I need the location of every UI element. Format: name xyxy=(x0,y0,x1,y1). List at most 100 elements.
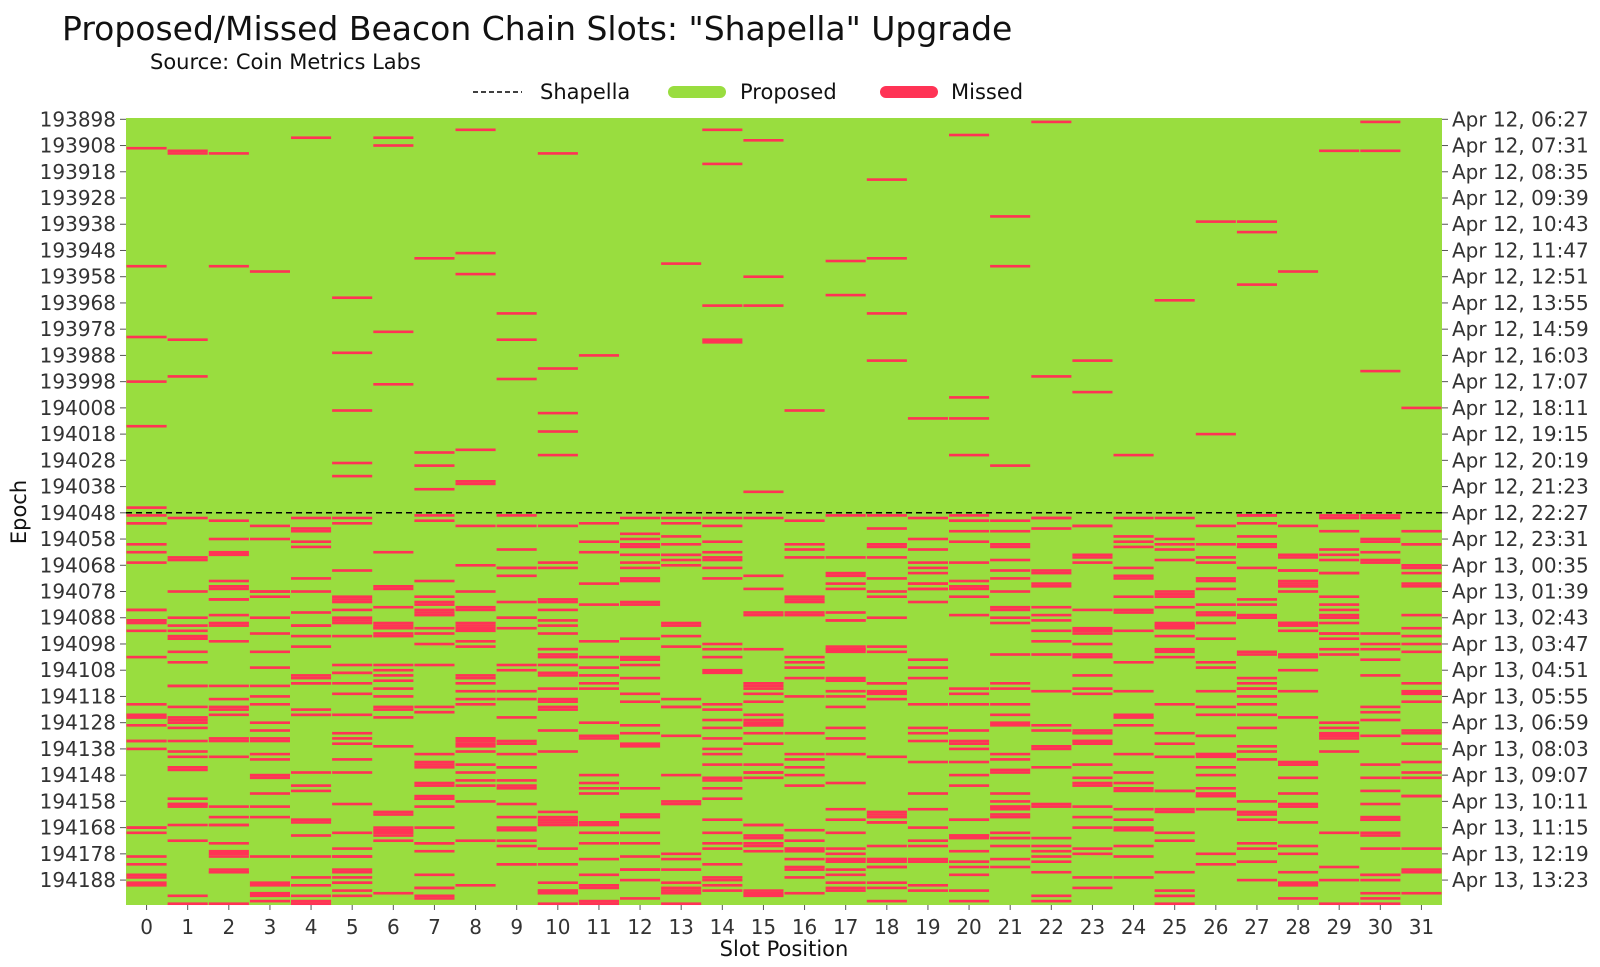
missed-cell xyxy=(208,152,249,155)
missed-cell xyxy=(661,773,702,777)
missed-cell xyxy=(1319,737,1360,740)
missed-cell xyxy=(825,705,866,709)
missed-cell xyxy=(1154,592,1195,596)
missed-cell xyxy=(455,624,496,627)
missed-cell xyxy=(208,598,249,601)
missed-cell xyxy=(1113,453,1154,457)
missed-cell xyxy=(167,716,208,719)
missed-cell xyxy=(1072,742,1113,746)
missed-cell xyxy=(1401,847,1442,850)
missed-cell xyxy=(1195,863,1236,866)
missed-cell xyxy=(1113,818,1154,822)
missed-cell xyxy=(1401,776,1442,780)
missed-cell xyxy=(949,873,990,877)
missed-cell xyxy=(167,616,208,620)
missed-cell xyxy=(414,579,455,583)
missed-cell xyxy=(1401,731,1442,735)
missed-cell xyxy=(1195,752,1236,756)
missed-cell xyxy=(990,605,1031,609)
missed-cell xyxy=(1072,815,1113,819)
missed-cell xyxy=(208,739,249,743)
missed-cell xyxy=(784,773,825,777)
missed-cell xyxy=(1195,713,1236,717)
y-axis-label: Epoch xyxy=(7,480,31,544)
missed-cell xyxy=(1360,647,1401,651)
missed-cell xyxy=(414,487,455,491)
y-tick-label: 194088 xyxy=(40,606,116,630)
missed-cell xyxy=(1154,624,1195,627)
missed-cell xyxy=(1360,516,1401,520)
missed-cell xyxy=(1319,721,1360,725)
missed-cell xyxy=(126,884,167,887)
missed-cell xyxy=(1278,805,1319,808)
missed-cell xyxy=(208,805,249,808)
missed-cell xyxy=(702,162,743,166)
missed-cell xyxy=(949,579,990,583)
missed-cell xyxy=(1072,655,1113,659)
missed-cell xyxy=(373,826,414,829)
missed-cell xyxy=(496,524,537,528)
missed-cell xyxy=(949,742,990,746)
missed-cell xyxy=(866,697,907,701)
missed-cell xyxy=(1401,613,1442,617)
missed-cell xyxy=(578,831,619,835)
missed-cell xyxy=(825,514,866,517)
missed-cell xyxy=(1154,516,1195,520)
missed-cell xyxy=(1154,558,1195,562)
missed-cell xyxy=(455,590,496,593)
missed-cell xyxy=(990,771,1031,774)
missed-cell xyxy=(1031,745,1072,748)
missed-cell xyxy=(825,857,866,861)
missed-cell xyxy=(825,886,866,890)
missed-cell xyxy=(743,844,784,848)
missed-cell xyxy=(866,650,907,654)
missed-cell xyxy=(414,595,455,599)
missed-cell xyxy=(496,844,537,848)
y-tick-label: 194038 xyxy=(40,475,116,499)
missed-cell xyxy=(1360,873,1401,877)
missed-cell xyxy=(537,647,578,651)
missed-cell xyxy=(332,731,373,735)
missed-cell xyxy=(537,729,578,732)
missed-cell xyxy=(496,826,537,829)
missed-cell xyxy=(1236,545,1277,549)
missed-cell xyxy=(208,264,249,268)
missed-cell xyxy=(126,543,167,546)
missed-cell xyxy=(949,585,990,588)
missed-cell xyxy=(1031,729,1072,732)
missed-cell xyxy=(825,852,866,856)
missed-cell xyxy=(743,742,784,746)
missed-cell xyxy=(414,873,455,877)
missed-cell xyxy=(1154,755,1195,759)
missed-cell xyxy=(620,600,661,604)
missed-cell xyxy=(537,889,578,892)
y-tick-label: 193978 xyxy=(40,317,116,341)
missed-cell xyxy=(455,128,496,132)
missed-cell xyxy=(249,805,290,808)
missed-cell xyxy=(825,647,866,651)
missed-cell xyxy=(578,873,619,877)
missed-cell xyxy=(208,587,249,591)
missed-cell xyxy=(496,697,537,701)
missed-cell xyxy=(866,857,907,861)
missed-cell xyxy=(661,852,702,856)
missed-cell xyxy=(949,834,990,837)
missed-cell xyxy=(990,519,1031,523)
y-tick-label: 194128 xyxy=(40,711,116,735)
missed-cell xyxy=(578,773,619,777)
y-tick-label: 193938 xyxy=(40,212,116,236)
missed-cell xyxy=(291,902,332,906)
missed-cell xyxy=(1360,802,1401,806)
missed-cell xyxy=(1360,120,1401,124)
missed-cell xyxy=(1031,375,1072,378)
missed-cell xyxy=(661,645,702,648)
missed-cell xyxy=(414,257,455,260)
missed-cell xyxy=(907,571,948,575)
missed-cell xyxy=(1195,661,1236,664)
missed-cell xyxy=(1401,626,1442,630)
missed-cell xyxy=(208,713,249,717)
missed-cell xyxy=(1072,359,1113,362)
missed-cell xyxy=(1360,897,1401,900)
missed-cell xyxy=(167,634,208,638)
missed-cell xyxy=(414,611,455,614)
